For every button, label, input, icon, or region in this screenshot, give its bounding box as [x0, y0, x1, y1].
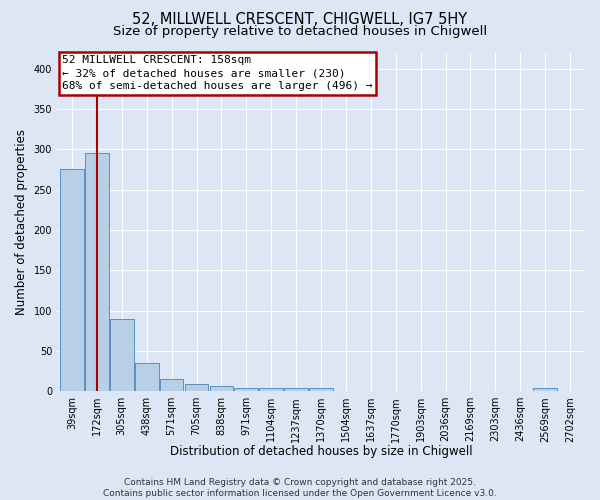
Bar [309, 388, 333, 391]
Bar [160, 379, 184, 391]
Bar [110, 318, 134, 391]
Bar [533, 388, 557, 391]
Bar [209, 386, 233, 391]
Bar [259, 388, 283, 391]
Bar [235, 388, 258, 391]
Bar [284, 388, 308, 391]
Text: Contains HM Land Registry data © Crown copyright and database right 2025.
Contai: Contains HM Land Registry data © Crown c… [103, 478, 497, 498]
Text: 52, MILLWELL CRESCENT, CHIGWELL, IG7 5HY: 52, MILLWELL CRESCENT, CHIGWELL, IG7 5HY [133, 12, 467, 28]
Bar [185, 384, 208, 391]
Text: Size of property relative to detached houses in Chigwell: Size of property relative to detached ho… [113, 25, 487, 38]
Y-axis label: Number of detached properties: Number of detached properties [15, 129, 28, 315]
Text: 52 MILLWELL CRESCENT: 158sqm
← 32% of detached houses are smaller (230)
68% of s: 52 MILLWELL CRESCENT: 158sqm ← 32% of de… [62, 55, 373, 92]
Bar [85, 154, 109, 391]
Bar [60, 170, 84, 391]
X-axis label: Distribution of detached houses by size in Chigwell: Distribution of detached houses by size … [170, 444, 472, 458]
Bar [135, 363, 158, 391]
